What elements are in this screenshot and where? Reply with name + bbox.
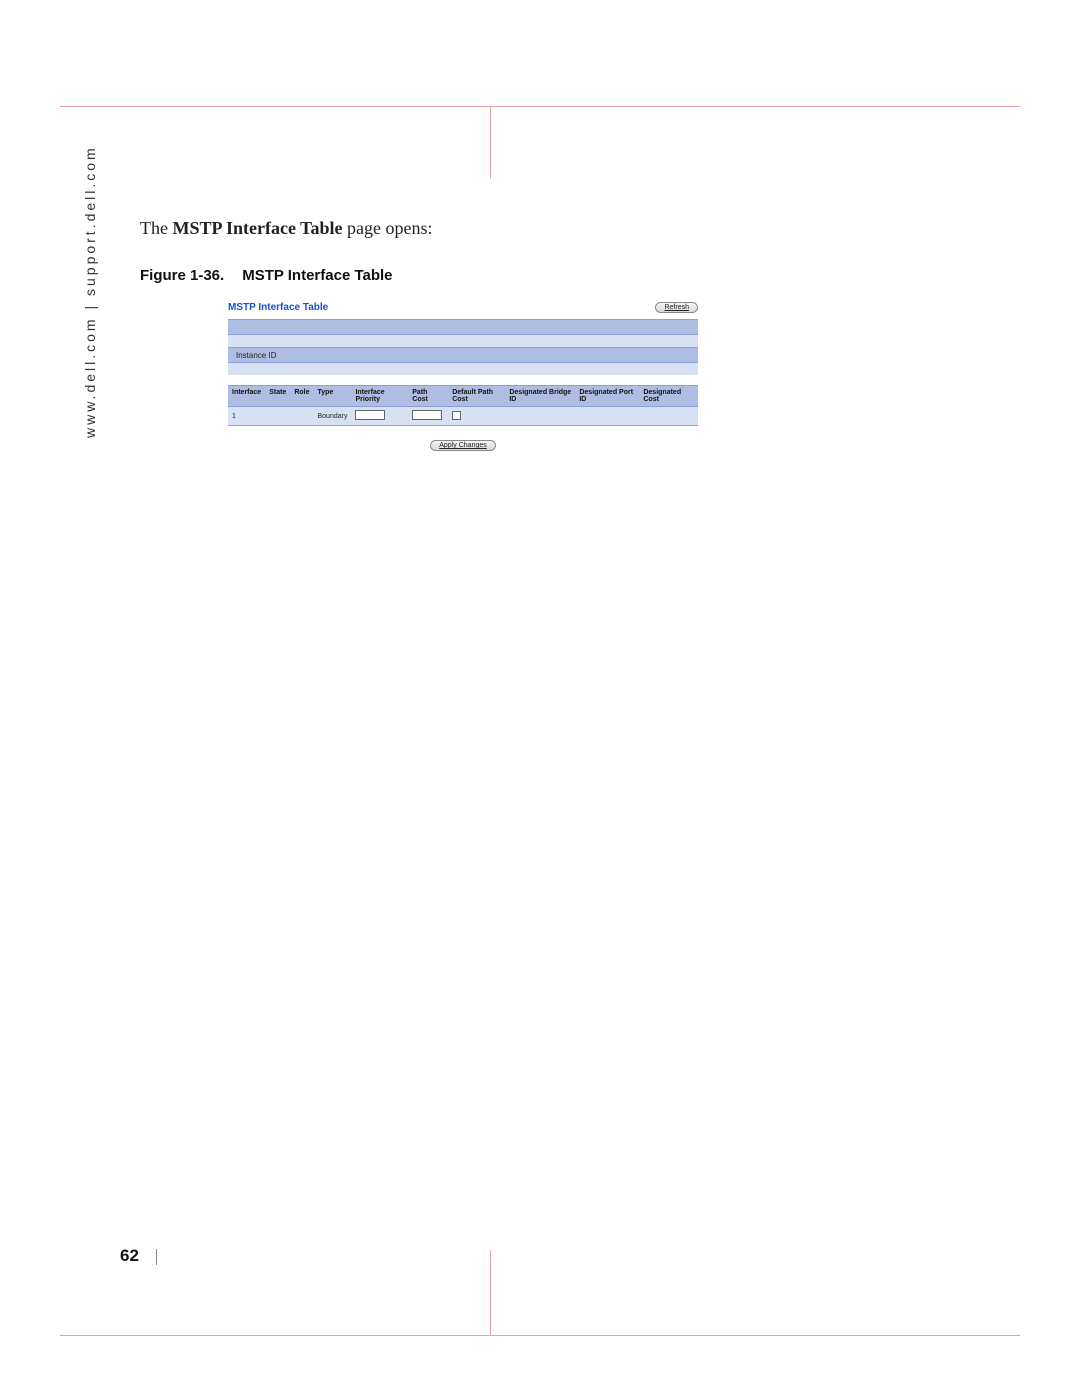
figure-title: MSTP Interface Table — [242, 267, 392, 284]
intro-suffix: page opens: — [342, 218, 432, 238]
cell-path-cost — [408, 407, 448, 426]
side-url-text: www.dell.com | support.dell.com — [82, 145, 98, 438]
page-number-separator — [156, 1249, 174, 1265]
page-number-area: 62 — [120, 1246, 173, 1266]
header-band-1 — [228, 319, 698, 335]
page-number: 62 — [120, 1246, 139, 1265]
table-row: 1 Boundary — [228, 407, 698, 426]
col-state: State — [265, 386, 290, 407]
interface-priority-input[interactable] — [355, 410, 385, 420]
col-interface-priority: Interface Priority — [351, 386, 408, 407]
instance-id-label: Instance ID — [236, 351, 276, 360]
col-type: Type — [313, 386, 351, 407]
cell-default-path-cost — [448, 407, 505, 426]
cell-type: Boundary — [313, 407, 351, 426]
cell-state — [265, 407, 290, 426]
intro-paragraph: The MSTP Interface Table page opens: — [140, 218, 960, 239]
cell-designated-bridge-id — [505, 407, 575, 426]
figure-caption: Figure 1-36. MSTP Interface Table — [140, 267, 960, 284]
apply-changes-button[interactable]: Apply Changes — [430, 440, 495, 451]
refresh-button[interactable]: Refresh — [655, 302, 698, 313]
cell-role — [290, 407, 313, 426]
path-cost-input[interactable] — [412, 410, 442, 420]
page-body: The MSTP Interface Table page opens: Fig… — [140, 218, 960, 451]
figure-number: Figure 1-36. — [140, 267, 224, 284]
header-band-2 — [228, 335, 698, 347]
intro-bold: MSTP Interface Table — [172, 218, 342, 238]
apply-row: Apply Changes — [228, 440, 698, 451]
default-path-cost-checkbox[interactable] — [452, 411, 461, 420]
col-default-path-cost: Default Path Cost — [448, 386, 505, 407]
intro-prefix: The — [140, 218, 172, 238]
mstp-table: Interface State Role Type Interface Prio… — [228, 385, 698, 426]
mstp-table-wrapper: Interface State Role Type Interface Prio… — [228, 385, 698, 426]
col-designated-cost: Designated Cost — [639, 386, 698, 407]
screenshot-title: MSTP Interface Table — [228, 302, 328, 313]
col-path-cost: Path Cost — [408, 386, 448, 407]
col-designated-bridge-id: Designated Bridge ID — [505, 386, 575, 407]
mstp-screenshot: MSTP Interface Table Refresh Instance ID… — [228, 302, 698, 451]
spacer-band — [228, 363, 698, 375]
col-role: Role — [290, 386, 313, 407]
col-designated-port-id: Designated Port ID — [575, 386, 639, 407]
table-header-row: Interface State Role Type Interface Prio… — [228, 386, 698, 407]
instance-id-row: Instance ID — [228, 347, 698, 363]
cell-interface-priority — [351, 407, 408, 426]
cell-designated-port-id — [575, 407, 639, 426]
bottom-center-rule — [490, 1250, 491, 1336]
cell-interface: 1 — [228, 407, 265, 426]
col-interface: Interface — [228, 386, 265, 407]
cell-designated-cost — [639, 407, 698, 426]
top-center-rule — [490, 106, 491, 178]
